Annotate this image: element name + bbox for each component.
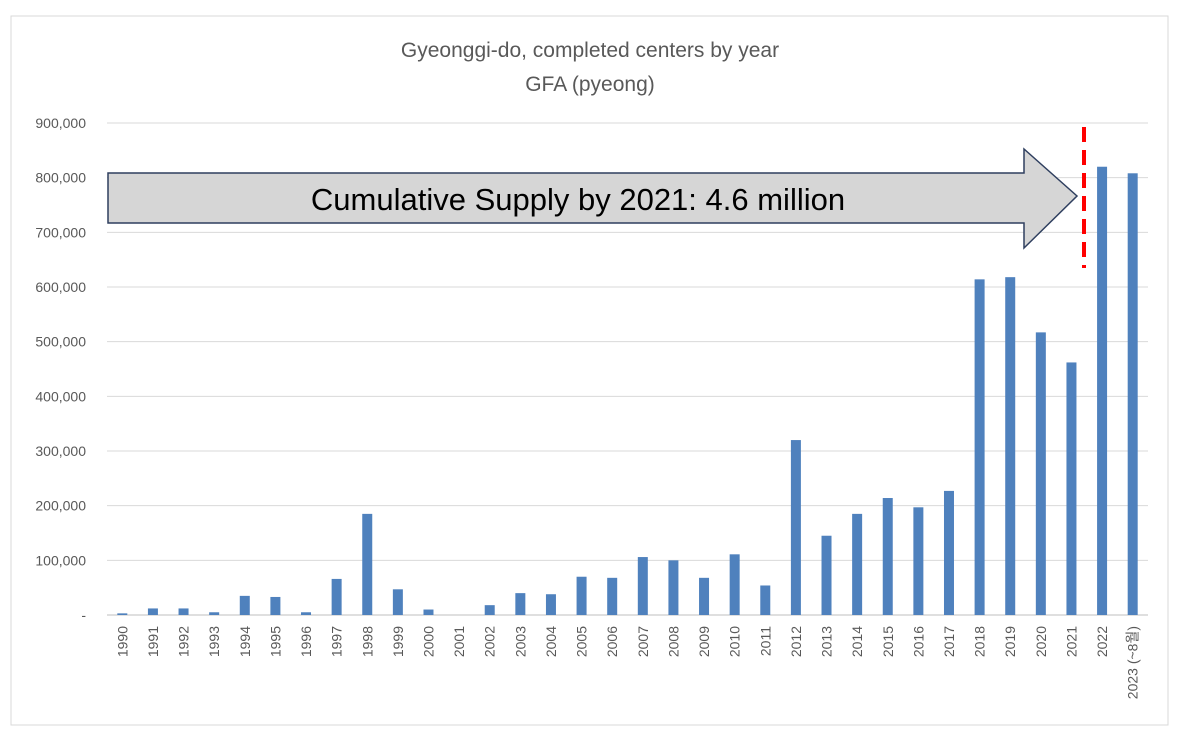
x-tick-label: 1994 [237, 626, 253, 657]
y-tick-label: 900,000 [35, 115, 86, 131]
bar [668, 560, 679, 615]
y-tick-label: 600,000 [35, 279, 86, 295]
x-tick-label: 1997 [329, 626, 345, 657]
bar [331, 578, 342, 615]
x-tick-label: 2019 [1002, 626, 1018, 657]
x-tick-label: 2004 [543, 626, 559, 657]
bar [1005, 277, 1016, 615]
x-tick-label: 2016 [910, 626, 926, 657]
x-tick-label: 1990 [114, 626, 130, 657]
supply-arrow-icon [107, 147, 1079, 250]
x-tick-label: 2009 [696, 626, 712, 657]
bar [882, 498, 893, 615]
x-tick-label: 2017 [941, 626, 957, 657]
bar [117, 613, 128, 615]
bar [209, 612, 220, 615]
y-tick-label: 400,000 [35, 388, 86, 404]
bar [576, 576, 587, 615]
bar [239, 595, 250, 615]
x-tick-label: 2014 [849, 626, 865, 657]
bar [147, 608, 158, 615]
bar [729, 554, 740, 615]
bar [1035, 332, 1046, 615]
y-tick-label: 100,000 [35, 552, 86, 568]
bar [515, 593, 526, 615]
bar [392, 589, 403, 615]
bar [545, 594, 556, 615]
x-tick-label: 2022 [1094, 626, 1110, 657]
y-tick-label: - [81, 607, 86, 623]
bar [637, 557, 648, 615]
x-tick-label: 2015 [880, 626, 896, 657]
x-tick-label: 2010 [727, 626, 743, 657]
bar [301, 612, 312, 615]
bar [974, 279, 985, 615]
bar [1127, 173, 1138, 615]
y-tick-label: 800,000 [35, 170, 86, 186]
x-tick-label: 2000 [420, 626, 436, 657]
x-tick-label: 2013 [819, 626, 835, 657]
bar [852, 513, 863, 615]
y-tick-label: 500,000 [35, 334, 86, 350]
y-tick-label: 200,000 [35, 498, 86, 514]
bar [699, 577, 710, 615]
annotation: Cumulative Supply by 2021: 4.6 million [107, 127, 1086, 268]
x-tick-label: 2012 [788, 626, 804, 657]
y-tick-label: 700,000 [35, 224, 86, 240]
bar [270, 596, 281, 615]
x-tick-label: 2021 [1063, 626, 1079, 657]
x-tick-label: 2023 (~8월) [1125, 626, 1141, 699]
x-tick-label: 2001 [451, 626, 467, 657]
bar [913, 507, 924, 615]
x-tick-label: 1991 [145, 626, 161, 657]
x-tick-label: 2018 [972, 626, 988, 657]
x-tick-label: 1993 [206, 626, 222, 657]
chart-border [10, 15, 1169, 726]
bar [943, 490, 954, 615]
x-tick-label: 2008 [665, 626, 681, 657]
bar [790, 440, 801, 615]
bar [1066, 362, 1077, 615]
annotation-text: Cumulative Supply by 2021: 4.6 million [311, 182, 845, 217]
x-tick-label: 2006 [604, 626, 620, 657]
x-tick-label: 2020 [1033, 626, 1049, 657]
y-axis-ticks: - 100,000 200,000 300,000 400,000 500,000 600,… [35, 115, 86, 623]
chart-title: Gyeonggi-do, completed centers by year [401, 39, 779, 62]
x-tick-label: 1992 [176, 626, 192, 657]
bar [178, 608, 189, 615]
x-tick-label: 1995 [267, 626, 283, 657]
x-tick-label: 2005 [574, 626, 590, 657]
x-tick-label: 1999 [390, 626, 406, 657]
bar [362, 513, 373, 615]
bar [484, 605, 495, 615]
x-tick-label: 1996 [298, 626, 314, 657]
bar [423, 609, 434, 615]
x-tick-label: 2011 [757, 626, 773, 656]
x-tick-label: 2007 [635, 626, 651, 657]
y-tick-label: 300,000 [35, 443, 86, 459]
bar [821, 535, 832, 615]
bar [760, 585, 771, 615]
bar [1097, 166, 1108, 615]
x-axis-ticks: 1990 1991 1992 1993 1994 1995 1996 1997 1998 1999… [114, 626, 1140, 699]
x-tick-label: 2003 [512, 626, 528, 657]
x-tick-label: 2002 [482, 626, 498, 657]
chart-subtitle: GFA (pyeong) [525, 73, 655, 96]
bars [117, 166, 1138, 615]
x-tick-label: 1998 [359, 626, 375, 657]
bar [607, 577, 618, 615]
